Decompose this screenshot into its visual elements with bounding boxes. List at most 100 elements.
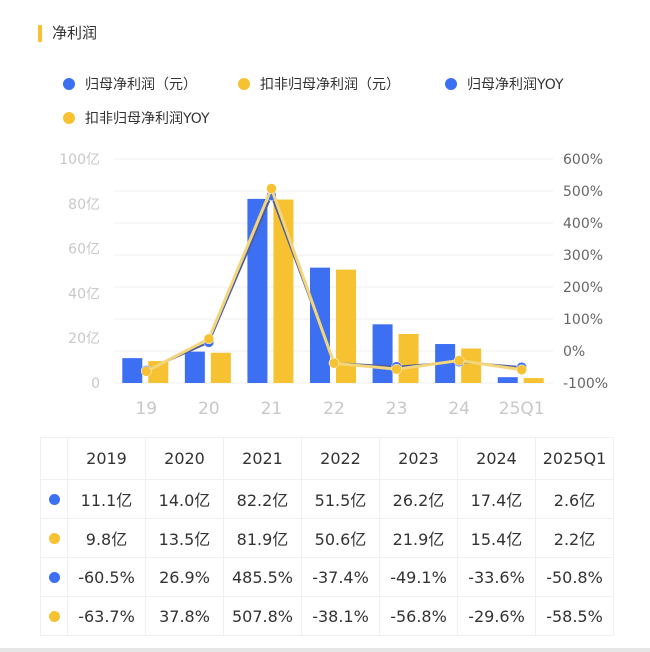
series-dot-icon xyxy=(48,571,60,583)
table-cell: 485.5% xyxy=(223,557,302,597)
table-cell: 51.5亿 xyxy=(301,479,380,519)
table-cell: 17.4亿 xyxy=(457,479,536,519)
bar-net-profit xyxy=(184,351,205,383)
point-deducted-net-profit-yoy xyxy=(203,333,215,345)
table-cell: -38.1% xyxy=(301,596,380,636)
right-axis-tick-label: 300% xyxy=(563,248,603,264)
table-cell: -56.8% xyxy=(379,596,458,636)
table-cell: -37.4% xyxy=(301,557,380,597)
table-cell: 14.0亿 xyxy=(145,479,224,519)
table-corner-cell xyxy=(40,437,68,480)
right-axis-tick-label: 400% xyxy=(563,216,603,232)
table-cell: -60.5% xyxy=(67,557,146,597)
bar-deducted-net-profit xyxy=(398,333,419,383)
table-cell: 507.8% xyxy=(223,596,302,636)
point-deducted-net-profit-yoy xyxy=(266,183,277,194)
table-cell: 13.5亿 xyxy=(145,518,224,558)
table-row: -60.5% 26.9% 485.5% -37.4% -49.1% -33.6% -50.8… xyxy=(40,557,614,597)
header-2019: 2019 xyxy=(67,437,146,480)
table-cell: 2.2亿 xyxy=(535,518,614,558)
left-axis-tick-label: 0 xyxy=(91,376,100,392)
header-2022: 2022 xyxy=(301,437,380,480)
left-axis-tick-label: 60亿 xyxy=(68,242,100,258)
line-net-profit-yoy xyxy=(145,192,522,372)
header-2024: 2024 xyxy=(457,437,536,480)
line-deducted-net-profit-yoy xyxy=(145,184,522,373)
left-axis-tick-label: 100亿 xyxy=(59,152,100,168)
table-cell: 9.8亿 xyxy=(67,518,146,558)
bar-net-profit xyxy=(247,198,268,383)
legend-dot-icon xyxy=(238,78,250,90)
table-cell: -58.5% xyxy=(535,596,614,636)
table-cell: 26.2亿 xyxy=(379,479,458,519)
right-axis-tick-label: 200% xyxy=(563,280,603,296)
bar-deducted-net-profit xyxy=(273,199,294,383)
table-cell: 50.6亿 xyxy=(301,518,380,558)
table-cell: -29.6% xyxy=(457,596,536,636)
table-header-row: 2019 2020 2021 2022 2023 2024 2025Q1 xyxy=(40,437,614,480)
legend-item-net-profit-yoy[interactable]: 归母净利润YOY xyxy=(445,74,564,94)
bar-deducted-net-profit xyxy=(523,378,544,383)
bar-deducted-net-profit xyxy=(336,269,356,383)
table-cell: -63.7% xyxy=(67,596,146,636)
combo-chart: -100% 0% 100% 200% 300% 400% 500% 600% 0 20亿 40亿 60… xyxy=(59,152,608,419)
x-axis-tick-label: 24 xyxy=(448,399,470,419)
legend-item-deducted-net-profit[interactable]: 扣非归母净利润（元） xyxy=(238,74,400,94)
left-axis-tick-label: 40亿 xyxy=(68,286,100,302)
table-cell: 81.9亿 xyxy=(223,518,302,558)
legend-label: 扣非归母净利润YOY xyxy=(85,111,210,127)
x-axis-tick-label: 25Q1 xyxy=(499,399,545,419)
series-dot-icon xyxy=(48,532,60,544)
series-marker-cell xyxy=(40,557,68,597)
left-axis-tick-label: 80亿 xyxy=(68,197,100,213)
bar-net-profit xyxy=(497,377,518,383)
legend-label: 归母净利润YOY xyxy=(467,77,564,93)
table-cell: 2.6亿 xyxy=(535,479,614,519)
bar-deducted-net-profit xyxy=(461,348,482,383)
series-marker-cell xyxy=(40,479,68,519)
table-row: -63.7% 37.8% 507.8% -38.1% -56.8% -29.6% -58.5… xyxy=(40,596,614,636)
bar-net-profit xyxy=(372,324,393,383)
point-deducted-net-profit-yoy xyxy=(328,357,340,369)
bar-net-profit xyxy=(122,358,143,383)
table-cell: -50.8% xyxy=(535,557,614,597)
series-marker-cell xyxy=(40,596,68,636)
table-cell: 82.2亿 xyxy=(223,479,302,519)
header-2025q1: 2025Q1 xyxy=(535,437,614,480)
table-cell: 21.9亿 xyxy=(379,518,458,558)
legend-item-deducted-net-profit-yoy[interactable]: 扣非归母净利润YOY xyxy=(63,108,210,128)
series-dot-icon xyxy=(48,493,60,505)
bar-deducted-net-profit xyxy=(210,352,231,383)
point-deducted-net-profit-yoy xyxy=(516,364,527,375)
legend-dot-icon xyxy=(63,112,75,124)
right-axis-tick-label: -100% xyxy=(563,376,608,392)
legend-dot-icon xyxy=(445,78,457,90)
data-table: 2019 2020 2021 2022 2023 2024 2025Q1 11.… xyxy=(40,437,614,636)
table-cell: 37.8% xyxy=(145,596,224,636)
legend-item-net-profit[interactable]: 归母净利润（元） xyxy=(63,74,197,94)
table-cell: 11.1亿 xyxy=(67,479,146,519)
left-axis-tick-label: 20亿 xyxy=(68,331,100,347)
legend-label: 扣非归母净利润（元） xyxy=(260,77,400,93)
x-axis-tick-label: 20 xyxy=(198,399,220,419)
legend-dot-icon xyxy=(63,78,75,90)
header-2021: 2021 xyxy=(223,437,302,480)
x-axis-tick-label: 22 xyxy=(323,399,345,419)
legend-label: 归母净利润（元） xyxy=(85,77,197,93)
right-axis-tick-label: 0% xyxy=(563,344,585,360)
table-row: 11.1亿 14.0亿 82.2亿 51.5亿 26.2亿 17.4亿 2.6亿 xyxy=(40,479,614,519)
right-axis-tick-label: 500% xyxy=(563,184,603,200)
series-marker-cell xyxy=(40,518,68,558)
table-cell: 26.9% xyxy=(145,557,224,597)
chart-title: 净利润 xyxy=(52,24,98,42)
point-deducted-net-profit-yoy xyxy=(141,366,152,377)
x-axis-tick-label: 19 xyxy=(135,399,157,419)
table-row: 9.8亿 13.5亿 81.9亿 50.6亿 21.9亿 15.4亿 2.2亿 xyxy=(40,518,614,558)
header-2020: 2020 xyxy=(145,437,224,480)
point-deducted-net-profit-yoy xyxy=(453,355,465,366)
x-axis-tick-label: 23 xyxy=(386,399,408,419)
x-axis-tick-label: 21 xyxy=(261,399,283,419)
table-cell: -49.1% xyxy=(379,557,458,597)
right-axis-tick-label: 600% xyxy=(563,152,603,168)
series-dot-icon xyxy=(48,610,60,622)
